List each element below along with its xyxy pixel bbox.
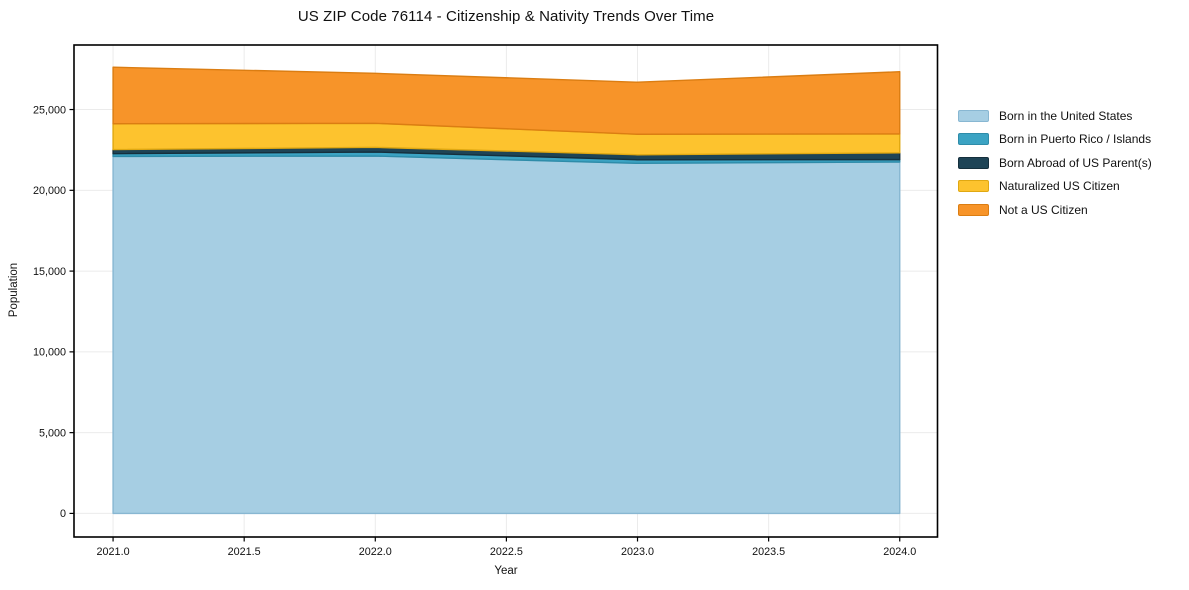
y-axis-label: Population: [8, 262, 20, 318]
y-tick-label: 0: [60, 508, 66, 520]
legend-swatch-icon: [958, 133, 989, 146]
legend-label: Naturalized US Citizen: [999, 179, 1120, 194]
legend-swatch-icon: [958, 156, 989, 169]
x-tick-label: 2022.5: [490, 546, 523, 558]
legend-item: Born Abroad of US Parent(s): [958, 156, 1152, 170]
x-tick-label: 2023.0: [621, 546, 654, 558]
legend-label: Born Abroad of US Parent(s): [999, 155, 1152, 170]
y-tick-label: 20,000: [33, 185, 66, 197]
legend-swatch-icon: [958, 110, 989, 122]
x-axis-label: Year: [494, 565, 518, 577]
x-tick-label: 2021.5: [228, 546, 261, 558]
legend-swatch-icon: [958, 203, 989, 216]
legend: Born in the United States Born in Puerto…: [958, 109, 1152, 226]
legend-item: Born in Puerto Rico / Islands: [958, 132, 1152, 146]
legend-label: Not a US Citizen: [999, 202, 1088, 217]
area-series-4: [112, 66, 901, 135]
x-tick-label: 2023.5: [752, 546, 785, 558]
legend-item: Not a US Citizen: [958, 203, 1152, 217]
y-tick-label: 15,000: [33, 266, 66, 278]
legend-item: Naturalized US Citizen: [958, 179, 1152, 193]
y-tick-label: 5,000: [39, 427, 66, 439]
y-tick-label: 25,000: [33, 104, 66, 116]
area-series-0: [112, 155, 901, 515]
legend-item: Born in the United States: [958, 109, 1152, 123]
chart-title: US ZIP Code 76114 - Citizenship & Nativi…: [297, 8, 715, 25]
legend-label: Born in the United States: [999, 109, 1133, 123]
legend-swatch-icon: [958, 180, 989, 193]
x-tick-label: 2024.0: [883, 546, 916, 558]
x-tick-label: 2022.0: [359, 546, 392, 558]
x-tick-label: 2021.0: [97, 546, 130, 558]
y-tick-label: 10,000: [33, 347, 66, 359]
plot-border: [73, 44, 939, 538]
legend-label: Born in Puerto Rico / Islands: [999, 132, 1152, 147]
